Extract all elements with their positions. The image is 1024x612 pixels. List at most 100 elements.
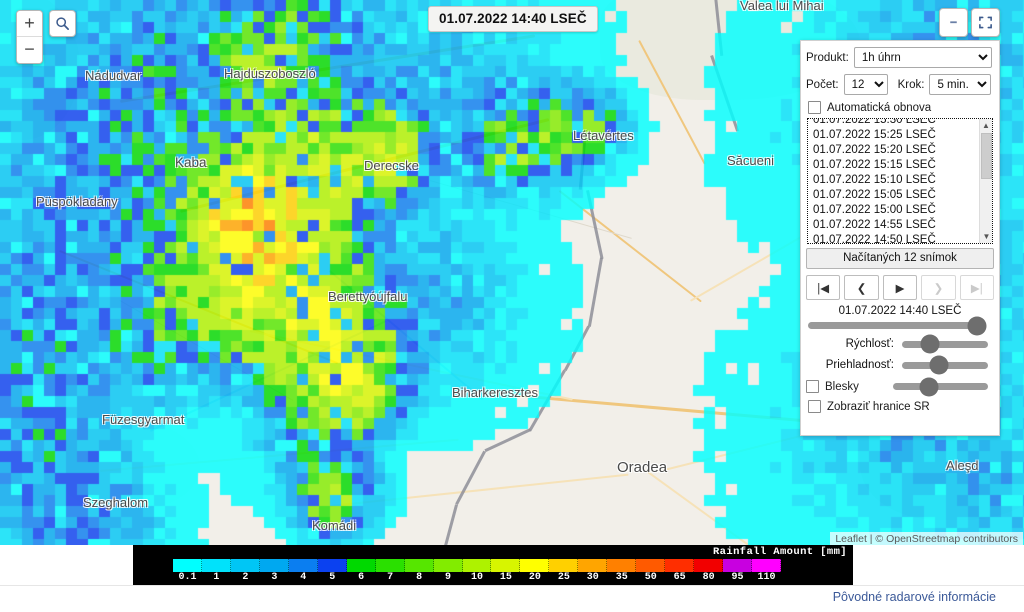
scroll-up-icon[interactable]: ▲ xyxy=(980,119,992,132)
legend-tick: 110 xyxy=(757,572,776,583)
legend-color-swatch xyxy=(201,559,231,572)
count-step-row: Počet: 12 Krok: 5 min. xyxy=(806,74,994,95)
search-glyph xyxy=(56,17,69,30)
frame-list-item[interactable]: 01.07.2022 15:00 LSEČ xyxy=(813,204,936,216)
map-timestamp-banner: 01.07.2022 14:40 LSEČ xyxy=(428,6,598,32)
scroll-down-icon[interactable]: ▼ xyxy=(980,230,992,243)
prev-frame-button[interactable]: ❮ xyxy=(844,275,879,300)
page-footer: Pôvodné radarové informácie xyxy=(0,585,1024,612)
legend-color-swatch xyxy=(288,559,318,572)
frame-list-scrollbar[interactable]: ▲ ▼ xyxy=(979,119,992,243)
legend-tick: 15 xyxy=(499,572,512,583)
zoom-control[interactable]: + − xyxy=(16,10,43,64)
legend-color-swatch xyxy=(636,559,666,572)
legend-color-swatch xyxy=(433,559,463,572)
first-frame-button[interactable]: |◀ xyxy=(806,275,841,300)
legend-tick: 10 xyxy=(470,572,484,583)
search-icon[interactable] xyxy=(49,10,76,37)
fullscreen-icon[interactable] xyxy=(971,8,1000,37)
legend-tick: 5 xyxy=(329,572,336,583)
auto-refresh-checkbox[interactable] xyxy=(808,101,821,114)
product-row: Produkt: 1h úhrn xyxy=(806,47,994,68)
lightning-checkbox[interactable] xyxy=(806,380,819,393)
legend-tick: 2 xyxy=(242,572,249,583)
legend-tick: 1 xyxy=(213,572,220,583)
opacity-label: Priehladnosť: xyxy=(825,359,894,371)
frame-list-item[interactable]: 01.07.2022 15:20 LSEČ xyxy=(813,144,936,156)
legend-tick-labels: 0.1 1 2 3 4 5 6 7 8 9 10 15 20 25 30 35 50 65 80 95 110 xyxy=(173,572,781,585)
legend-color-swatch xyxy=(694,559,724,572)
zoom-out-button[interactable]: − xyxy=(17,37,42,63)
legend-tick: 65 xyxy=(673,572,686,583)
legend-tick: 8 xyxy=(416,572,423,583)
borders-label: Zobraziť hranice SR xyxy=(827,400,930,413)
lightning-slider-knob[interactable] xyxy=(919,377,939,396)
frame-list-item[interactable]: 01.07.2022 15:25 LSEČ xyxy=(813,129,936,141)
legend-tick: 4 xyxy=(300,572,307,583)
legend-tick: 0.1 xyxy=(178,572,197,583)
last-frame-button[interactable]: ▶| xyxy=(959,275,995,300)
legend-color-swatch xyxy=(491,559,521,572)
transport-controls: |◀ ❮ ▶ ❯ ▶| xyxy=(806,275,995,300)
legend-color-swatch xyxy=(520,559,550,572)
next-frame-button[interactable]: ❯ xyxy=(921,275,956,300)
fullscreen-glyph xyxy=(979,16,992,29)
map-attribution[interactable]: Leaflet | © OpenStreetmap contributors xyxy=(830,532,1023,545)
legend-color-swatch xyxy=(173,559,202,572)
frame-list-item[interactable]: 01.07.2022 14:50 LSEČ xyxy=(813,234,936,244)
legend-tick: 80 xyxy=(702,572,715,583)
auto-refresh-row[interactable]: Automatická obnova xyxy=(808,101,994,114)
play-button[interactable]: ▶ xyxy=(882,275,918,300)
lightning-label: Blesky xyxy=(825,380,859,393)
opacity-slider-row: Priehladnosť: xyxy=(806,355,994,375)
legend-color-swatch xyxy=(549,559,579,572)
timeline-slider-row xyxy=(806,316,994,335)
product-label: Produkt: xyxy=(806,51,849,64)
legend-tick: 3 xyxy=(271,572,278,583)
lightning-row: Blesky xyxy=(806,377,994,396)
frame-list-item[interactable]: 01.07.2022 15:05 LSEČ xyxy=(813,189,936,201)
frame-list-items: 01.07.2022 15:30 LSEČ 01.07.2022 15:25 LS… xyxy=(808,118,992,244)
legend-color-swatch xyxy=(578,559,608,572)
opacity-slider-track[interactable] xyxy=(902,355,988,375)
speed-slider-row: Rýchlosť: xyxy=(806,334,994,354)
speed-slider-track[interactable] xyxy=(902,334,988,354)
frame-list[interactable]: 01.07.2022 15:30 LSEČ 01.07.2022 15:25 LS… xyxy=(807,118,993,244)
product-select[interactable]: 1h úhrn xyxy=(853,47,992,68)
source-radar-info-link[interactable]: Pôvodné radarové informácie xyxy=(832,590,996,604)
minimize-glyph xyxy=(950,21,957,24)
legend-color-swatch xyxy=(752,559,782,572)
current-frame-time: 01.07.2022 14:40 LSEČ xyxy=(838,305,962,317)
step-select[interactable]: 5 min. xyxy=(929,74,992,95)
legend-color-swatch xyxy=(723,559,753,572)
opacity-slider-knob[interactable] xyxy=(929,355,949,375)
legend-tick: 9 xyxy=(445,572,452,583)
legend-tick: 50 xyxy=(644,572,657,583)
legend-tick: 6 xyxy=(358,572,365,583)
scrollbar-thumb[interactable] xyxy=(981,133,992,179)
auto-refresh-label: Automatická obnova xyxy=(827,101,932,114)
legend-title: Rainfall Amount [mm] xyxy=(712,546,847,558)
zoom-in-button[interactable]: + xyxy=(17,11,42,37)
lightning-slider-track[interactable] xyxy=(893,377,988,396)
speed-slider-knob[interactable] xyxy=(920,334,940,354)
frame-list-item[interactable]: 01.07.2022 15:15 LSEČ xyxy=(813,159,936,171)
minimize-icon[interactable] xyxy=(939,8,968,37)
legend-tick: 7 xyxy=(387,572,394,583)
radar-control-panel: Produkt: 1h úhrn Počet: 12 Krok: 5 min. … xyxy=(800,40,1000,436)
legend-color-swatch xyxy=(375,559,405,572)
status-button[interactable]: Načítaných 12 snímok xyxy=(806,248,994,269)
frame-list-item[interactable]: 01.07.2022 15:30 LSEČ xyxy=(813,118,936,126)
timeline-slider-track[interactable] xyxy=(808,316,987,335)
frame-list-item[interactable]: 01.07.2022 15:10 LSEČ xyxy=(813,174,936,186)
frame-list-item[interactable]: 01.07.2022 14:55 LSEČ xyxy=(813,219,936,231)
borders-checkbox[interactable] xyxy=(808,400,821,413)
speed-label: Rýchlosť: xyxy=(845,338,894,350)
step-label: Krok: xyxy=(897,78,925,91)
legend-color-swatch xyxy=(230,559,260,572)
borders-row[interactable]: Zobraziť hranice SR xyxy=(808,400,994,413)
timeline-slider-knob[interactable] xyxy=(967,316,987,335)
count-select[interactable]: 12 xyxy=(843,74,888,95)
legend-tick: 25 xyxy=(557,572,570,583)
